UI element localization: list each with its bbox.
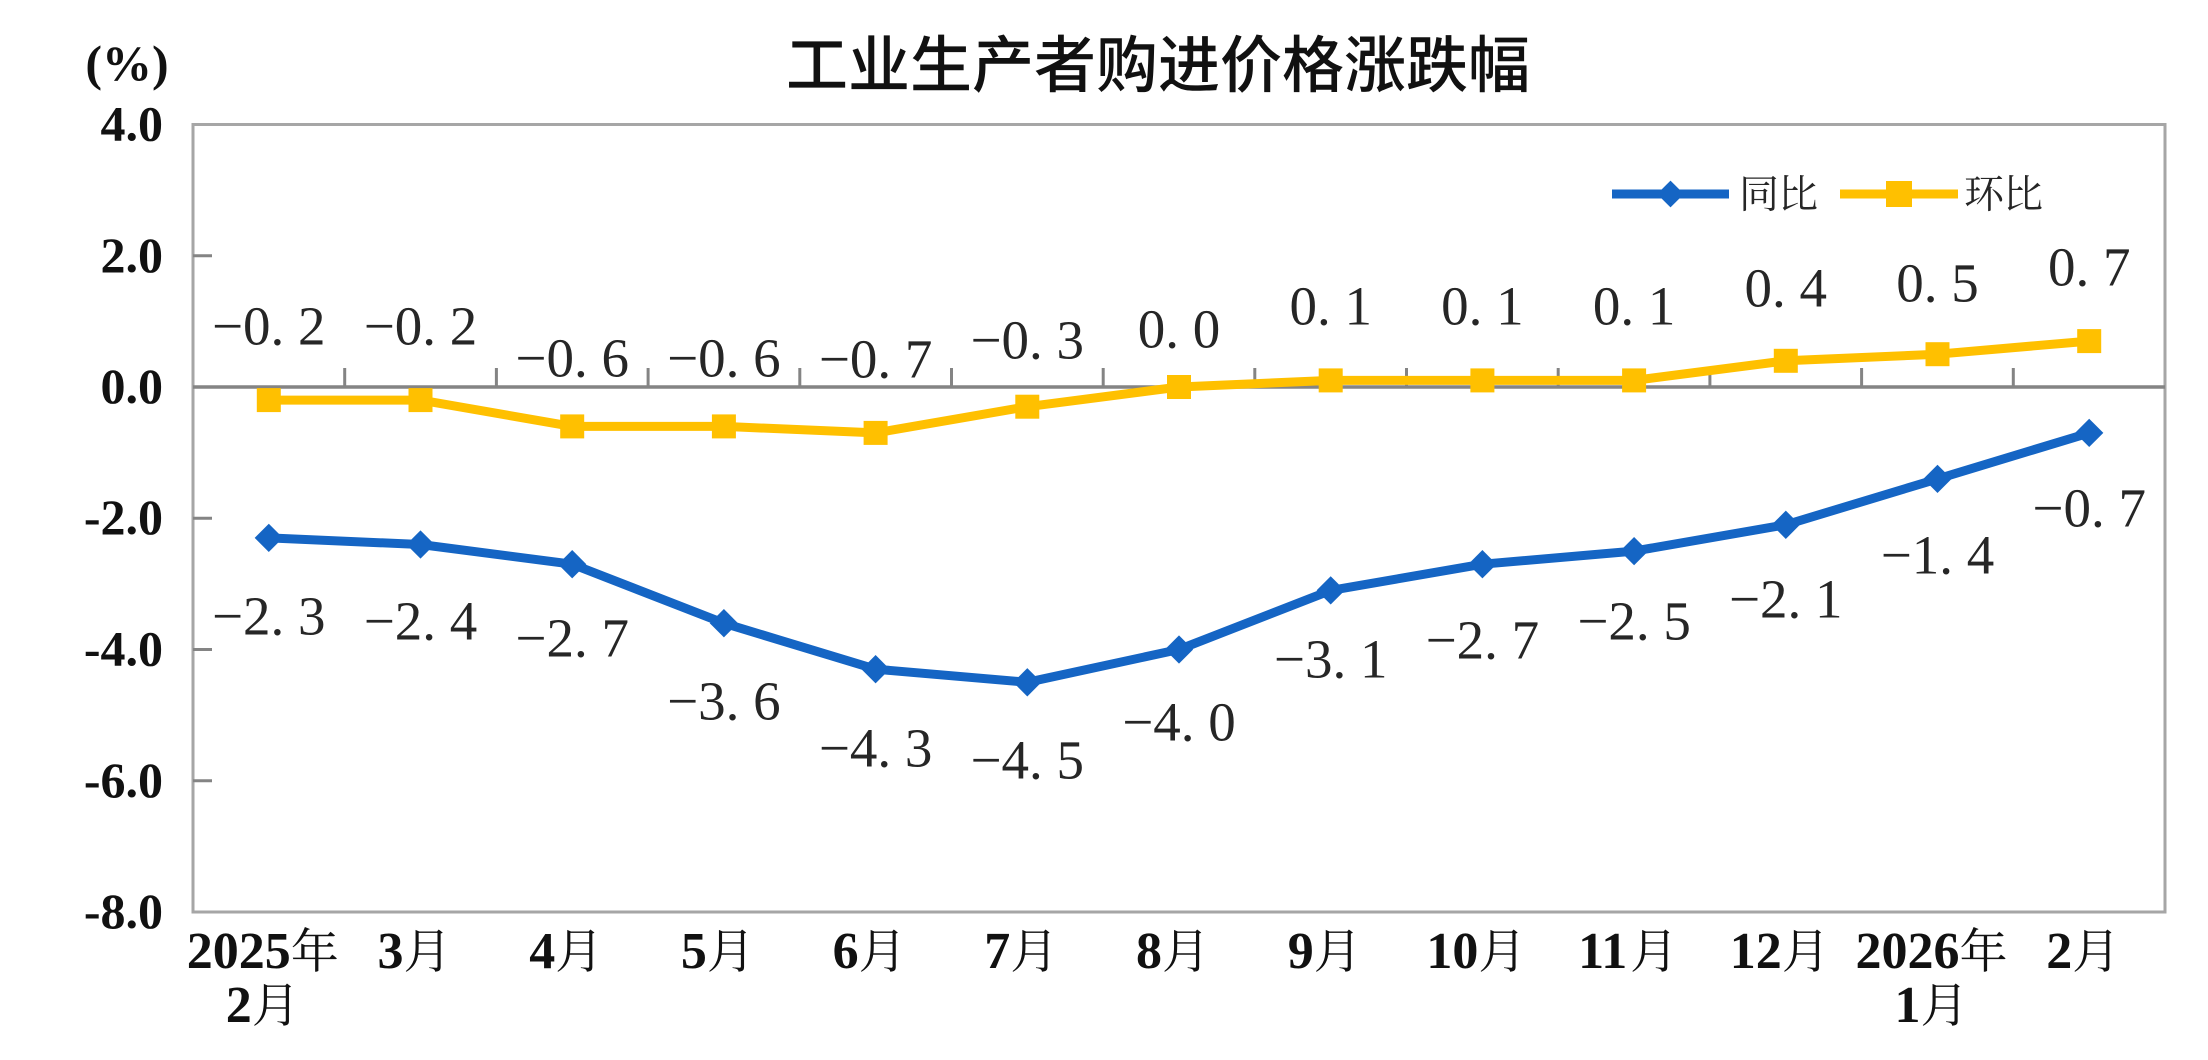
svg-text:−2. 4: −2. 4 [364, 591, 478, 652]
svg-text:−0. 6: −0. 6 [515, 328, 629, 389]
svg-text:−2. 7: −2. 7 [515, 608, 629, 669]
svg-text:8: 8 [1136, 923, 1162, 980]
svg-text:−2. 7: −2. 7 [1426, 610, 1540, 671]
svg-text:0.0: 0.0 [101, 358, 164, 414]
svg-text:1: 1 [1895, 977, 1921, 1034]
svg-text:6: 6 [833, 923, 859, 980]
svg-text:−4. 0: −4. 0 [1122, 692, 1236, 753]
svg-text:2: 2 [2046, 923, 2072, 980]
svg-text:10: 10 [1426, 923, 1478, 980]
svg-text:5: 5 [681, 923, 707, 980]
svg-text:2: 2 [226, 977, 252, 1034]
svg-text:−4. 5: −4. 5 [971, 730, 1085, 791]
svg-text:0. 1: 0. 1 [1441, 276, 1524, 337]
svg-text:−2. 3: −2. 3 [212, 586, 326, 647]
svg-text:−0. 3: −0. 3 [971, 310, 1085, 371]
svg-text:9: 9 [1288, 923, 1314, 980]
svg-text:−4. 3: −4. 3 [819, 718, 933, 779]
svg-text:0. 1: 0. 1 [1593, 276, 1676, 337]
svg-text:4.0: 4.0 [101, 96, 164, 152]
svg-text:−2. 5: −2. 5 [1577, 591, 1691, 652]
svg-text:2026: 2026 [1856, 923, 1960, 980]
svg-text:0. 0: 0. 0 [1138, 299, 1221, 360]
svg-text:−1. 4: −1. 4 [1881, 525, 1995, 586]
svg-text:−2. 1: −2. 1 [1729, 569, 1843, 630]
svg-text:−0. 2: −0. 2 [364, 296, 478, 357]
svg-text:11: 11 [1578, 923, 1627, 980]
svg-text:3: 3 [378, 923, 404, 980]
svg-text:7: 7 [984, 923, 1010, 980]
svg-text:0. 7: 0. 7 [2048, 237, 2131, 298]
svg-text:0. 1: 0. 1 [1289, 276, 1372, 337]
svg-text:4: 4 [529, 923, 555, 980]
svg-text:−0. 6: −0. 6 [667, 328, 781, 389]
svg-text:0. 4: 0. 4 [1745, 258, 1828, 319]
svg-text:−0. 7: −0. 7 [2032, 478, 2146, 539]
svg-text:0. 5: 0. 5 [1896, 253, 1979, 314]
svg-text:-8.0: -8.0 [84, 883, 163, 939]
svg-text:-6.0: -6.0 [84, 752, 163, 808]
svg-text:-4.0: -4.0 [84, 621, 163, 677]
svg-text:-2.0: -2.0 [84, 489, 163, 545]
svg-text:12: 12 [1730, 923, 1782, 980]
svg-text:−0. 2: −0. 2 [212, 296, 326, 357]
svg-text:−0. 7: −0. 7 [819, 329, 933, 390]
svg-text:2.0: 2.0 [101, 227, 164, 283]
svg-text:(%): (%) [85, 35, 168, 91]
svg-text:2025: 2025 [187, 923, 291, 980]
svg-text:−3. 6: −3. 6 [667, 671, 781, 732]
svg-text:−3. 1: −3. 1 [1274, 629, 1388, 690]
